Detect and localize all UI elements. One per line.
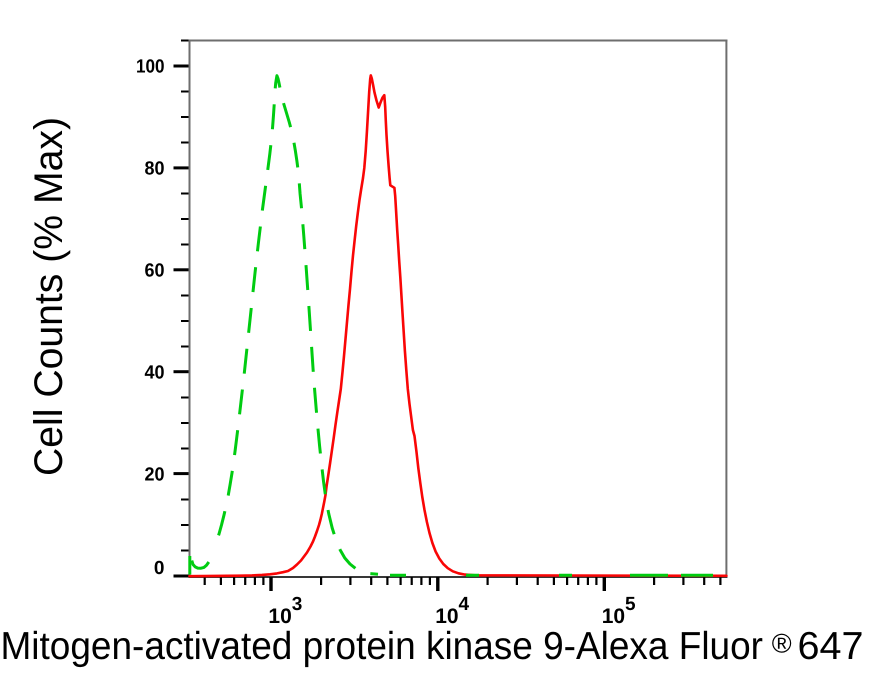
svg-text:10: 10 [602, 605, 625, 628]
svg-text:100: 100 [136, 57, 165, 78]
svg-text:60: 60 [145, 261, 165, 282]
svg-text:80: 80 [145, 159, 165, 180]
svg-text:Cell Counts (% Max): Cell Counts (% Max) [27, 117, 71, 476]
svg-text:Mitogen-activated protein kina: Mitogen-activated protein kinase 9-Alexa… [1, 625, 864, 668]
svg-text:0: 0 [154, 558, 165, 579]
svg-text:3: 3 [292, 594, 303, 615]
svg-text:5: 5 [625, 594, 636, 615]
svg-text:40: 40 [145, 362, 165, 383]
svg-text:10: 10 [435, 605, 458, 628]
svg-text:4: 4 [459, 594, 470, 615]
svg-text:20: 20 [145, 464, 165, 485]
svg-text:10: 10 [268, 605, 291, 628]
